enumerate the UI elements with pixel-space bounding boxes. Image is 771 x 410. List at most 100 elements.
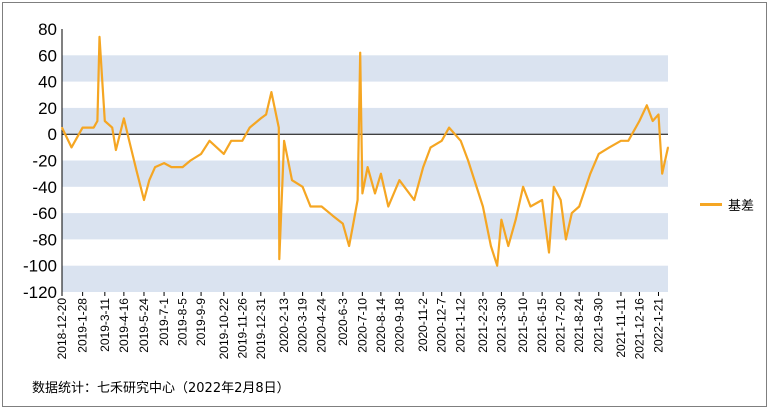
data-point — [301, 186, 304, 188]
data-point — [61, 126, 63, 129]
data-point — [135, 170, 138, 172]
x-tick-label: 2022-1-21 — [651, 298, 665, 353]
data-point — [548, 251, 550, 254]
data-point — [374, 192, 376, 195]
data-point — [651, 120, 654, 122]
y-tick-label: -100 — [23, 257, 57, 276]
data-point — [163, 162, 165, 164]
x-tick-label: 2020-11-2 — [416, 298, 430, 352]
x-tick-label: 2019-5-24 — [137, 298, 151, 353]
data-point — [104, 120, 106, 122]
data-point — [320, 205, 323, 208]
data-point — [170, 166, 173, 168]
x-tick-label: 2020-4-24 — [315, 298, 329, 353]
grid-band — [62, 265, 668, 292]
data-point — [380, 172, 382, 175]
y-tick-label: 80 — [38, 20, 57, 39]
y-tick-label: -40 — [32, 178, 57, 197]
data-point — [331, 214, 334, 217]
x-tick-label: 2019-1-28 — [76, 298, 90, 353]
legend-label: 基差 — [728, 199, 755, 214]
x-tick-label: 2021-5-10 — [516, 298, 530, 353]
x-tick-label: 2020-12-7 — [435, 298, 449, 353]
y-tick-label: 40 — [38, 73, 57, 92]
x-tick-label: 2019-9-9 — [194, 298, 208, 346]
data-point — [111, 126, 114, 129]
data-point — [348, 245, 350, 247]
data-point — [81, 126, 84, 129]
data-point — [359, 51, 362, 54]
y-tick-label: -60 — [32, 204, 57, 223]
data-point — [361, 192, 364, 195]
data-point — [646, 104, 648, 107]
x-tick-label: 2020-9-18 — [392, 298, 406, 353]
data-point — [356, 199, 359, 201]
data-point — [440, 139, 443, 142]
data-point — [265, 113, 267, 116]
grid-band — [62, 55, 668, 82]
x-tick-label: 2020-8-14 — [374, 298, 388, 353]
x-tick-label: 2021-7-20 — [554, 298, 568, 353]
data-point — [154, 166, 156, 168]
x-tick-label: 2019-12-31 — [254, 298, 268, 360]
data-point — [667, 146, 669, 149]
data-point — [128, 139, 130, 142]
grid-band — [62, 107, 668, 135]
x-tick-label: 2021-11-11 — [614, 298, 628, 358]
data-point — [200, 153, 202, 155]
data-point — [496, 264, 498, 267]
y-axis: 80 60 40 20 0 -20 -40 -60 -80 -100 -120 — [23, 20, 668, 302]
x-tick-label: 2019-10-22 — [217, 298, 231, 360]
data-point — [270, 91, 273, 93]
x-axis: 2018-12-20 2019-1-28 2019-3-11 2019-4-16 201… — [55, 292, 665, 359]
plot-area — [61, 35, 670, 267]
x-tick-label: 2018-12-20 — [55, 298, 69, 360]
data-point — [230, 139, 233, 142]
source-note: 数据统计：七禾研究中心（2022年2月8日） — [32, 381, 290, 396]
y-tick-label: 60 — [38, 46, 57, 65]
data-point — [248, 126, 251, 129]
data-point — [387, 205, 390, 208]
data-point — [507, 245, 510, 247]
legend: 基差 — [700, 195, 754, 214]
data-point — [565, 238, 567, 241]
data-point — [620, 139, 622, 142]
x-tick-label: 2021-6-15 — [535, 298, 549, 353]
data-point — [223, 153, 225, 155]
data-point — [589, 172, 592, 175]
data-point — [522, 186, 524, 188]
y-tick-label: 20 — [38, 99, 57, 118]
x-tick-label: 2020-3-19 — [296, 298, 310, 353]
x-tick-label: 2021-2-23 — [476, 298, 490, 353]
x-tick-label: 2021-3-30 — [494, 298, 508, 353]
data-point — [148, 179, 151, 182]
x-tick-label: 2021-12-16 — [632, 298, 646, 360]
data-point — [241, 139, 244, 142]
data-point — [341, 222, 344, 225]
data-point — [657, 113, 660, 116]
x-tick-label: 2019-8-5 — [176, 298, 190, 346]
x-tick-label: 2021-1-12 — [454, 298, 468, 353]
data-point — [500, 218, 503, 221]
x-tick-label: 2019-7-1 — [157, 298, 171, 346]
data-point — [278, 126, 280, 129]
data-point — [482, 205, 484, 208]
data-point — [578, 205, 580, 208]
y-tick-label: -20 — [32, 152, 57, 171]
x-tick-label: 2019-4-16 — [117, 298, 131, 353]
data-point — [529, 205, 532, 208]
data-point — [181, 166, 184, 168]
y-tick-label: -80 — [32, 230, 57, 249]
data-point — [291, 179, 293, 182]
data-point — [92, 126, 95, 129]
data-point — [570, 212, 573, 214]
data-point — [429, 146, 432, 149]
data-point — [283, 139, 285, 142]
data-point — [514, 218, 517, 221]
x-tick-label: 2020-7-10 — [355, 298, 369, 353]
data-point — [352, 225, 354, 228]
data-point — [70, 146, 73, 149]
data-point — [467, 159, 469, 162]
y-tick-label: 0 — [48, 125, 57, 144]
